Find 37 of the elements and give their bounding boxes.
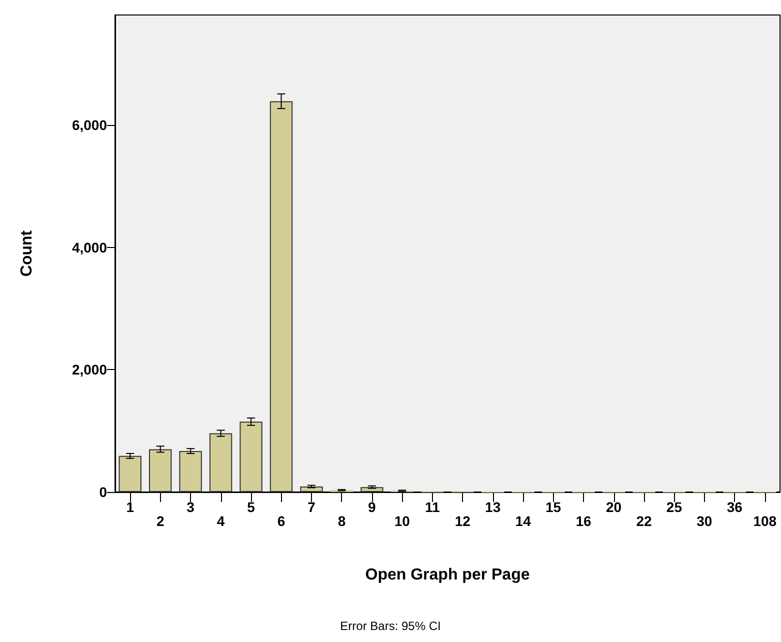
- bar: [360, 487, 384, 492]
- bar: [270, 101, 293, 492]
- x-tick-label: 12: [454, 513, 471, 529]
- bar: [179, 451, 202, 492]
- x-tick-label: 20: [606, 499, 622, 515]
- x-tick-label: 3: [186, 499, 195, 515]
- x-tick-label: 2: [156, 513, 164, 529]
- y-tick-label: 4,000: [72, 239, 108, 256]
- text: Error Bars: 95% CI: [340, 619, 441, 633]
- bar: [240, 422, 262, 492]
- x-tick-label: 8: [338, 513, 346, 529]
- x-tick-label: 7: [308, 499, 316, 515]
- y-tick-label: 6,000: [72, 117, 108, 134]
- bar: [300, 486, 323, 492]
- x-tick-label: 108: [753, 513, 777, 529]
- x-tick-label: 9: [368, 499, 376, 515]
- x-tick-label: 22: [636, 513, 652, 529]
- y-tick-label: 0: [99, 484, 108, 500]
- bar: [118, 456, 142, 492]
- x-tick-label: 5: [247, 499, 256, 515]
- x-tick-label: 30: [696, 513, 712, 529]
- x-tick-label: 11: [424, 499, 440, 515]
- bar: [149, 449, 172, 492]
- x-tick-label: 16: [576, 513, 592, 529]
- y-tick-label: 2,000: [72, 362, 108, 378]
- y-axis-title: Count: [18, 230, 36, 277]
- x-tick-label: 25: [666, 499, 682, 515]
- x-tick-label: 14: [515, 513, 532, 529]
- x-tick-label: 13: [485, 499, 501, 515]
- x-tick-label: 10: [394, 513, 410, 529]
- x-tick-label: 1: [126, 499, 134, 515]
- x-tick-label: 36: [726, 499, 743, 515]
- bar: [209, 433, 232, 492]
- x-axis-title: Open Graph per Page: [365, 566, 530, 584]
- x-tick-label: 6: [277, 513, 286, 529]
- x-tick-label: 15: [546, 499, 562, 515]
- x-tick-label: 4: [216, 513, 225, 529]
